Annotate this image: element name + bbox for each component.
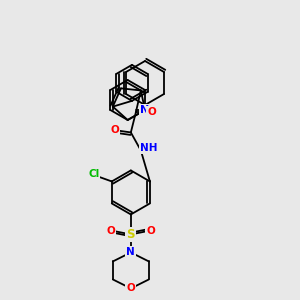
Text: N: N bbox=[140, 105, 150, 115]
Text: O: O bbox=[106, 226, 115, 236]
Text: N: N bbox=[127, 248, 135, 257]
Text: O: O bbox=[127, 284, 135, 293]
Text: NH: NH bbox=[140, 143, 158, 153]
Text: O: O bbox=[146, 226, 155, 236]
Text: O: O bbox=[148, 107, 156, 117]
Text: Cl: Cl bbox=[88, 169, 99, 179]
Text: S: S bbox=[127, 228, 135, 241]
Text: O: O bbox=[110, 125, 119, 135]
